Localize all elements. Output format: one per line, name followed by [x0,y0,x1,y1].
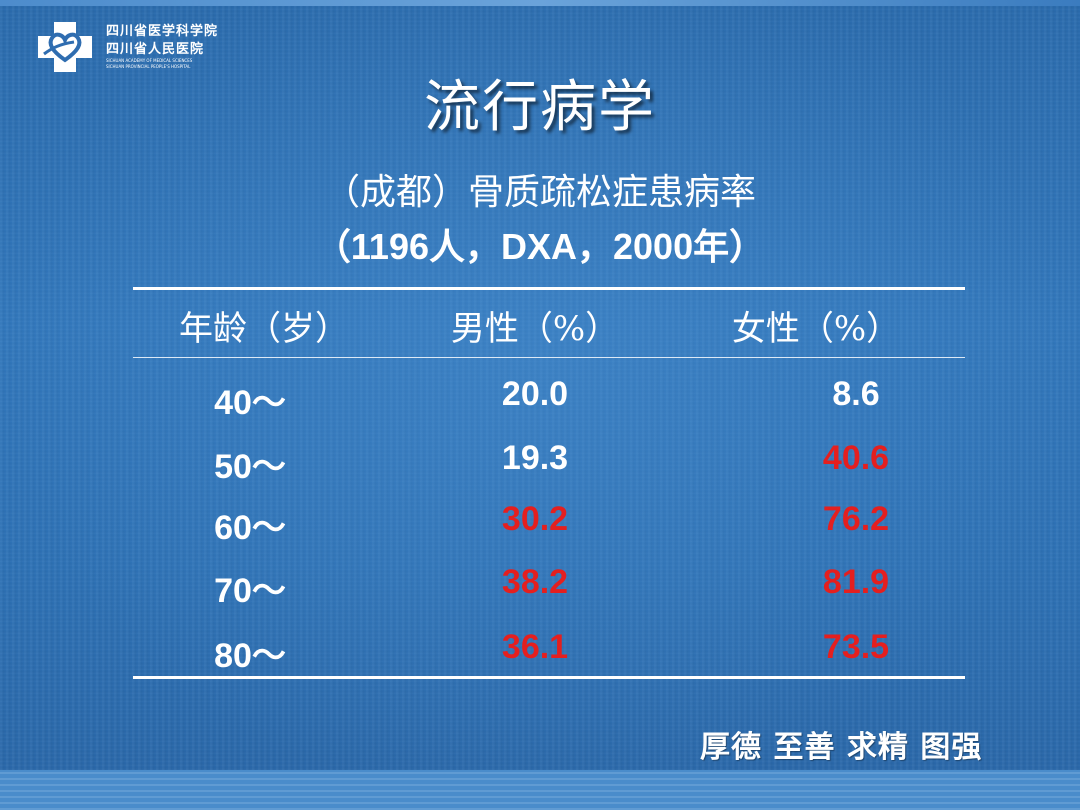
logo-text-line1: 四川省医学科学院 [106,24,219,39]
table-header-rule [133,357,965,358]
hospital-cross-heart-icon [38,22,92,72]
table-cell-female: 8.6 [832,375,880,413]
table-cell-age: 50～ [214,448,286,486]
header-male: 男性（%） [450,309,620,349]
table-cell-female: 73.5 [822,628,890,666]
logo-text-en1: SICHUAN ACADEMY OF MEDICAL SCIENCES [106,58,193,63]
bottom-band [0,770,1080,810]
subtitle-line2: （1196人，DXA，2000年） [314,226,766,267]
table-top-rule [133,287,965,290]
logo-text-en2: SICHUAN PROVINCIAL PEOPLE'S HOSPITAL [106,64,191,69]
table-cell-female: 76.2 [822,500,890,538]
table-cell-female: 81.9 [822,563,890,601]
table-cell-female: 40.6 [822,439,890,477]
table-cell-male: 20.0 [501,375,569,413]
table-cell-age: 60～ [214,509,286,547]
table-cell-age: 70～ [214,572,286,610]
slide-title: 流行病学 [424,75,656,140]
header-age: 年龄（岁） [179,309,349,349]
table-bottom-rule [133,676,965,679]
subtitle-line1: （成都）骨质疏松症患病率 [323,172,756,213]
table-cell-male: 19.3 [501,439,569,477]
hospital-logo: 四川省医学科学院 四川省人民医院 SICHUAN ACADEMY OF MEDI… [34,18,234,74]
table-cell-male: 36.1 [501,628,569,666]
table-cell-male: 38.2 [501,563,569,601]
table-cell-age: 80～ [214,637,286,675]
hospital-motto: 厚德 至善 求精 图强 [700,730,983,765]
prevalence-table: 年龄（岁） 男性（%） 女性（%） 40～ 20.0 8.6 50～ 19.3 40.6 6… [133,287,965,679]
top-strip [0,0,1080,6]
header-female: 女性（%） [731,309,901,349]
table-cell-age: 40～ [214,384,286,422]
table-cell-male: 30.2 [501,500,569,538]
logo-text-line2: 四川省人民医院 [106,42,205,57]
